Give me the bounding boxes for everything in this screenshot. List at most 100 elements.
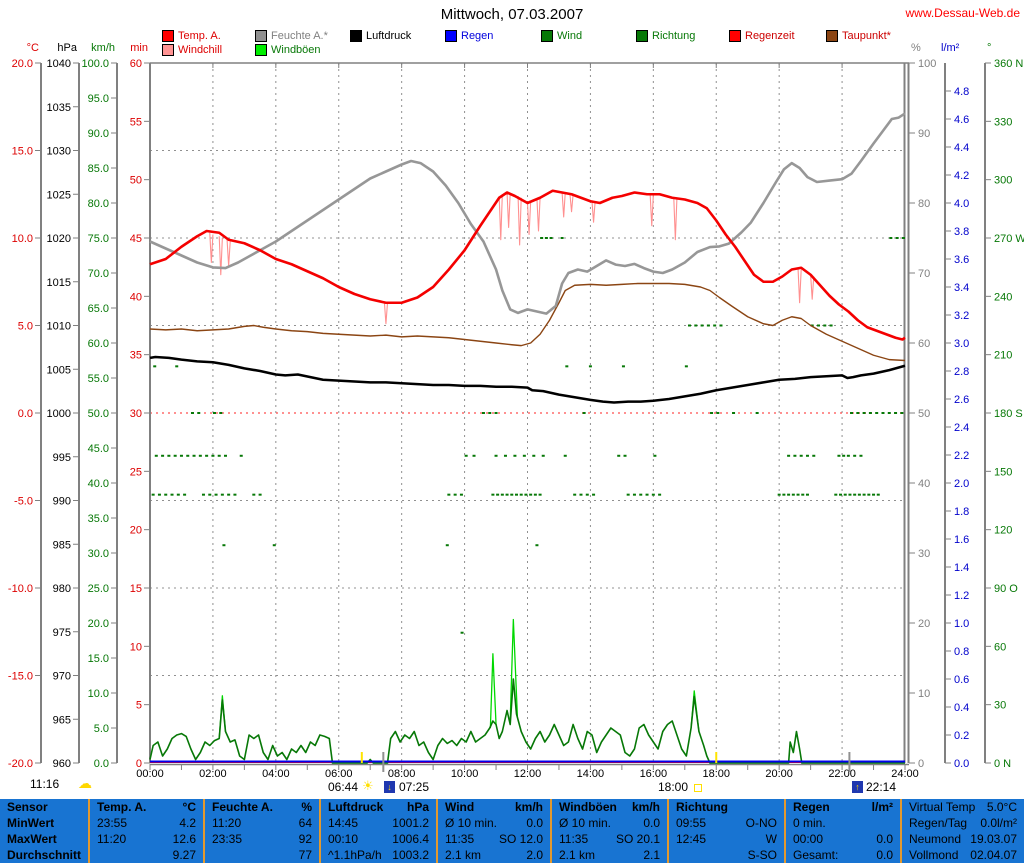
wind-direction-dot xyxy=(201,493,205,496)
wind-direction-dot xyxy=(805,493,809,496)
cloud-icon: ☁ xyxy=(78,775,92,791)
wind-direction-dot xyxy=(843,493,847,496)
wind-direction-dot xyxy=(645,493,649,496)
legend-label: Regenzeit xyxy=(745,30,795,42)
cell-label: Gesamt: xyxy=(793,848,839,862)
legend-swatch xyxy=(255,30,267,42)
table-cell-row2: 12:45 W xyxy=(669,831,784,847)
axis-tick-label: 4.0 xyxy=(954,198,969,210)
cell-value: 0.0 xyxy=(526,816,543,830)
axis-tick-label: 85.0 xyxy=(88,163,109,175)
cell-value: 1006.4 xyxy=(392,832,429,846)
cell-value: 1001.2 xyxy=(392,816,429,830)
axis-tick-label: 35 xyxy=(130,350,142,362)
x-axis-label: 22:00 xyxy=(828,768,856,780)
wind-direction-dot xyxy=(700,324,704,327)
axis-tick-label: 180 S xyxy=(994,408,1023,420)
axis-tick-label: -20.0 xyxy=(8,758,33,770)
x-axis-label: 14:00 xyxy=(577,768,605,780)
wind-direction-dot xyxy=(205,454,209,457)
axis-tick-label: 95.0 xyxy=(88,93,109,105)
wind-direction-dot xyxy=(222,544,226,547)
wind-direction-dot xyxy=(560,237,564,239)
axis-tick-label: 360 N xyxy=(994,58,1023,70)
wind-direction-dot xyxy=(850,412,854,414)
wind-direction-dot xyxy=(755,412,759,414)
wind-direction-dot xyxy=(837,454,841,457)
cell-label: ^1.1hPa/h xyxy=(328,848,382,862)
wind-direction-dot xyxy=(684,365,688,368)
axis-tick-label: 100.0 xyxy=(81,58,109,70)
wind-direction-dot xyxy=(623,454,627,457)
wind-direction-dot xyxy=(153,365,157,368)
cell-value: 0.0 xyxy=(876,848,893,862)
axis-tick-label: 65.0 xyxy=(88,303,109,315)
table-column-virtual-temp: Virtual Temp 5.0°C Regen/Tag 0.0l/m² Neumond… xyxy=(900,799,1024,863)
wind-direction-dot xyxy=(496,493,500,496)
cell-value: 4.2 xyxy=(179,816,196,830)
windchill-line xyxy=(209,232,214,264)
axis-tick-label: 3.2 xyxy=(954,310,969,322)
legend-label: Luftdruck xyxy=(366,30,412,42)
cell-label: Ø 10 min. xyxy=(559,816,612,830)
temperature-line xyxy=(149,189,906,341)
table-cell-row2: 11:20 12.6 xyxy=(90,831,203,847)
cell-label: 00:00 xyxy=(793,832,824,846)
cell-value: l/m² xyxy=(871,800,893,814)
table-cell-row3: Durchschnitt xyxy=(0,847,88,863)
moonset-time: 07:25 xyxy=(399,780,430,794)
cell-label: Luftdruck xyxy=(328,800,384,814)
legend-item-feuchte-a-: Feuchte A.* xyxy=(255,30,328,42)
axis-tick-label: 0.0 xyxy=(94,758,109,770)
page-title: Mittwoch, 07.03.2007 xyxy=(440,6,584,23)
axis-unit-label: °C xyxy=(27,42,39,54)
wind-direction-dot xyxy=(875,412,879,414)
cell-label: Regen/Tag xyxy=(909,816,968,830)
weather-chart-plot: 20.0 15.0 10.0 5.0 0.0 -5.0 -10.0 -15.0 -20.0 °C 1… xyxy=(8,42,1024,780)
axis-tick-label: 1005 xyxy=(47,364,71,376)
axis-tick-label: 0.6 xyxy=(954,674,969,686)
table-cell-row2: MaxWert xyxy=(0,831,88,847)
site-link[interactable]: www.Dessau-Web.de xyxy=(905,6,1021,20)
wind-direction-dot xyxy=(658,493,662,496)
axis-tick-label: 70.0 xyxy=(88,268,109,280)
wind-direction-dot xyxy=(252,493,256,496)
sunset-time: 18:00 xyxy=(657,780,688,794)
wind-direction-dot xyxy=(856,412,860,414)
wind-direction-dot xyxy=(812,454,816,457)
cell-label: Temp. A. xyxy=(97,800,147,814)
wind-direction-dot xyxy=(651,493,655,496)
wind-direction-dot xyxy=(706,324,710,327)
axis-tick-label: 0 xyxy=(918,758,924,770)
table-column-luftdruck: Luftdruck hPa 14:45 1001.2 00:10 1006.4 ^1.1hP… xyxy=(319,799,436,863)
legend-label: Feuchte A.* xyxy=(271,30,328,42)
wind-direction-dot xyxy=(805,454,809,457)
legend-label: Regen xyxy=(461,30,494,42)
cell-value: 02.04.07 xyxy=(970,848,1017,862)
table-cell-row1: Ø 10 min. 0.0 xyxy=(552,815,667,831)
wind-direction-dot xyxy=(823,324,827,327)
sunrise-time: 06:44 xyxy=(327,780,358,794)
cell-label: Regen xyxy=(793,800,830,814)
x-axis-label: 10:00 xyxy=(451,768,479,780)
table-cell-row3: ^1.1hPa/h 1003.2 xyxy=(321,847,436,863)
axis-tick-label: 995 xyxy=(53,452,71,464)
wind-direction-dot xyxy=(453,493,457,496)
table-cell-row3: 77 xyxy=(205,847,319,863)
wind-direction-dot xyxy=(621,365,625,368)
wind-direction-dot xyxy=(481,412,485,414)
windchill-line xyxy=(517,195,522,246)
wind-direction-dot xyxy=(881,412,885,414)
x-axis-label: 04:00 xyxy=(262,768,290,780)
cell-label: MaxWert xyxy=(7,832,57,846)
table-cell-row3: Vollmond 02.04.07 xyxy=(902,847,1024,863)
table-cell-row1: 0 min. xyxy=(786,815,900,831)
axis-tick-label: 960 xyxy=(53,758,71,770)
humidity-line xyxy=(149,112,906,315)
wind-direction-dot xyxy=(233,493,237,496)
table-cell-row1: Ø 10 min. 0.0 xyxy=(438,815,550,831)
wind-direction-dot xyxy=(782,493,786,496)
cell-label: Ø 10 min. xyxy=(445,816,498,830)
axis-tick-label: 1030 xyxy=(47,146,71,158)
